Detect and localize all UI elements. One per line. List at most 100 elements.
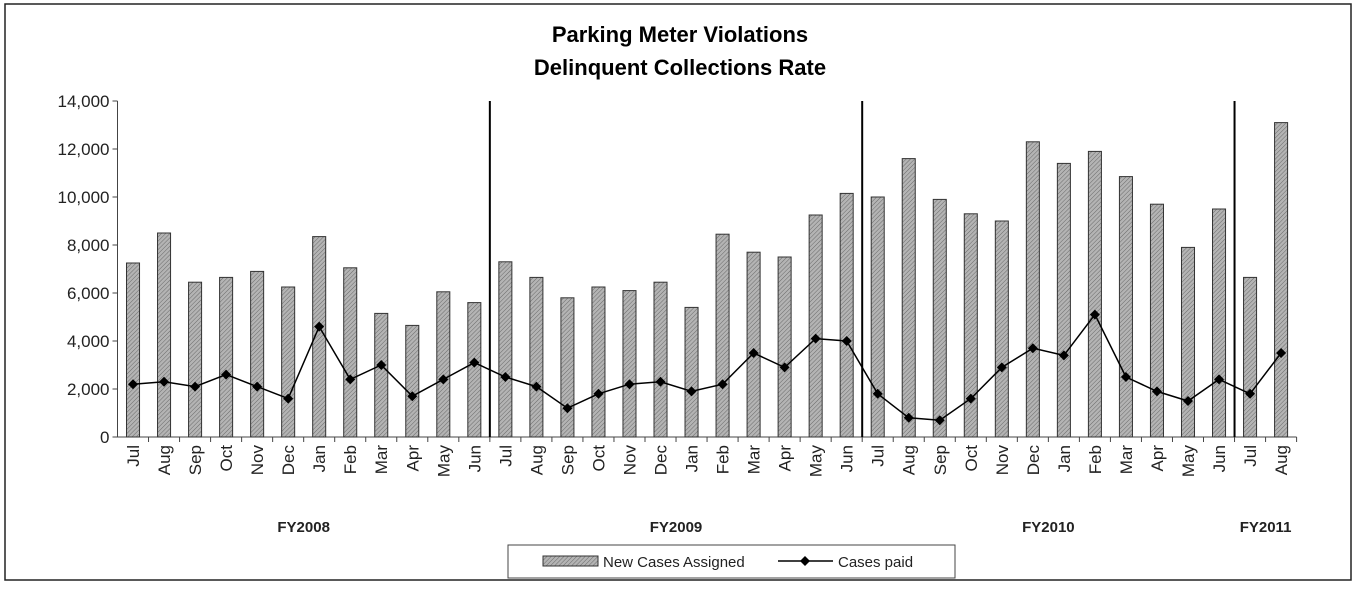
group-label: FY2008: [277, 519, 330, 536]
x-tick-label: Mar: [745, 445, 764, 475]
x-tick-label: Oct: [962, 445, 981, 472]
x-tick-label: May: [1179, 445, 1198, 478]
marker: [1214, 374, 1225, 385]
marker: [283, 393, 294, 404]
line: [132, 313, 1282, 421]
marker: [810, 333, 821, 344]
frame: [4, 3, 1352, 581]
x-tick-label: Nov: [248, 445, 267, 476]
bar: [653, 281, 668, 438]
x-tick-label: Jun: [1210, 445, 1229, 472]
bar: [529, 276, 544, 438]
marker: [903, 412, 914, 423]
marker: [1276, 348, 1287, 358]
x-tick-label: Jan: [683, 445, 702, 472]
x-tick-label: Apr: [776, 445, 795, 472]
x-tick-label: Dec: [279, 445, 298, 476]
marker: [469, 357, 480, 368]
marker: [717, 379, 728, 390]
marker: [655, 376, 666, 387]
x-tick-label: Sep: [558, 445, 577, 475]
marker: [531, 381, 542, 392]
marker: [221, 369, 232, 380]
y-tick-label: 4,000: [67, 332, 110, 351]
y-tick-label: 2,000: [67, 380, 110, 399]
bar: [250, 270, 265, 438]
legend-label: New Cases Assigned: [603, 554, 745, 571]
marker: [593, 388, 604, 399]
x-tick-label: Jul: [124, 445, 143, 467]
y-tick-label: 10,000: [58, 188, 110, 207]
bar: [963, 213, 978, 438]
marker: [934, 415, 945, 426]
bar: [374, 312, 389, 438]
x-tick-label: Nov: [620, 445, 639, 476]
bar: [746, 251, 761, 438]
marker: [748, 348, 759, 358]
bar: [994, 220, 1009, 438]
marker: [159, 376, 170, 387]
marker: [996, 362, 1007, 373]
bar: [808, 214, 823, 438]
x-tick-label: May: [807, 445, 826, 478]
group-label: FY2011: [1240, 519, 1292, 536]
x-tick-label: Jul: [496, 445, 515, 467]
marker: [1245, 388, 1256, 399]
bar: [932, 198, 947, 438]
x-tick-label: Sep: [931, 445, 950, 475]
bar: [281, 286, 296, 438]
x-tick-label: Oct: [217, 445, 236, 472]
bar: [560, 297, 575, 438]
x-tick-label: Jun: [838, 445, 857, 472]
bar: [591, 286, 606, 438]
marker: [1089, 309, 1100, 320]
bar: [1243, 276, 1258, 438]
bar: [125, 262, 141, 438]
x-tick-label: Jun: [465, 445, 484, 472]
marker: [624, 379, 635, 390]
y-tick-label: 6,000: [67, 284, 110, 303]
bar: [219, 276, 234, 438]
marker: [438, 374, 449, 385]
x-tick-label: Sep: [186, 445, 205, 475]
y-tick-label: 14,000: [58, 92, 110, 111]
marker: [562, 403, 573, 414]
x-tick-label: Aug: [1272, 445, 1291, 475]
bar: [188, 281, 203, 438]
x-tick-label: Apr: [1148, 445, 1167, 472]
x-tick-label: Feb: [1086, 445, 1105, 474]
marker: [1182, 396, 1193, 406]
marker: [376, 360, 387, 370]
marker: [872, 388, 883, 399]
bar: [1056, 162, 1071, 438]
bar: [1149, 203, 1164, 438]
x-tick-label: Jan: [1055, 445, 1074, 472]
group-label: FY2010: [1022, 519, 1075, 536]
marker: [1058, 350, 1069, 361]
bar: [157, 232, 172, 438]
bar: [901, 158, 916, 438]
bar: [1118, 176, 1133, 438]
legend-swatch: [542, 555, 599, 567]
x-tick-label: Aug: [155, 445, 174, 475]
bar: [684, 306, 699, 438]
bar: [622, 290, 637, 438]
x-tick-label: Mar: [372, 445, 391, 475]
bar: [1025, 141, 1040, 438]
bar: [1212, 208, 1227, 438]
bar: [343, 267, 358, 438]
x-tick-label: Aug: [900, 445, 919, 475]
marker: [128, 379, 139, 390]
x-tick-label: Jul: [1241, 445, 1260, 467]
x-tick-label: May: [434, 445, 453, 478]
bar: [498, 261, 513, 438]
x-tick-label: Jan: [310, 445, 329, 472]
y-tick-label: 0: [100, 428, 109, 447]
marker: [252, 381, 263, 392]
bar: [467, 302, 482, 438]
chart-title: Parking Meter Violations: [552, 22, 808, 47]
marker: [314, 321, 325, 332]
bar: [715, 233, 730, 438]
marker: [1120, 372, 1131, 382]
